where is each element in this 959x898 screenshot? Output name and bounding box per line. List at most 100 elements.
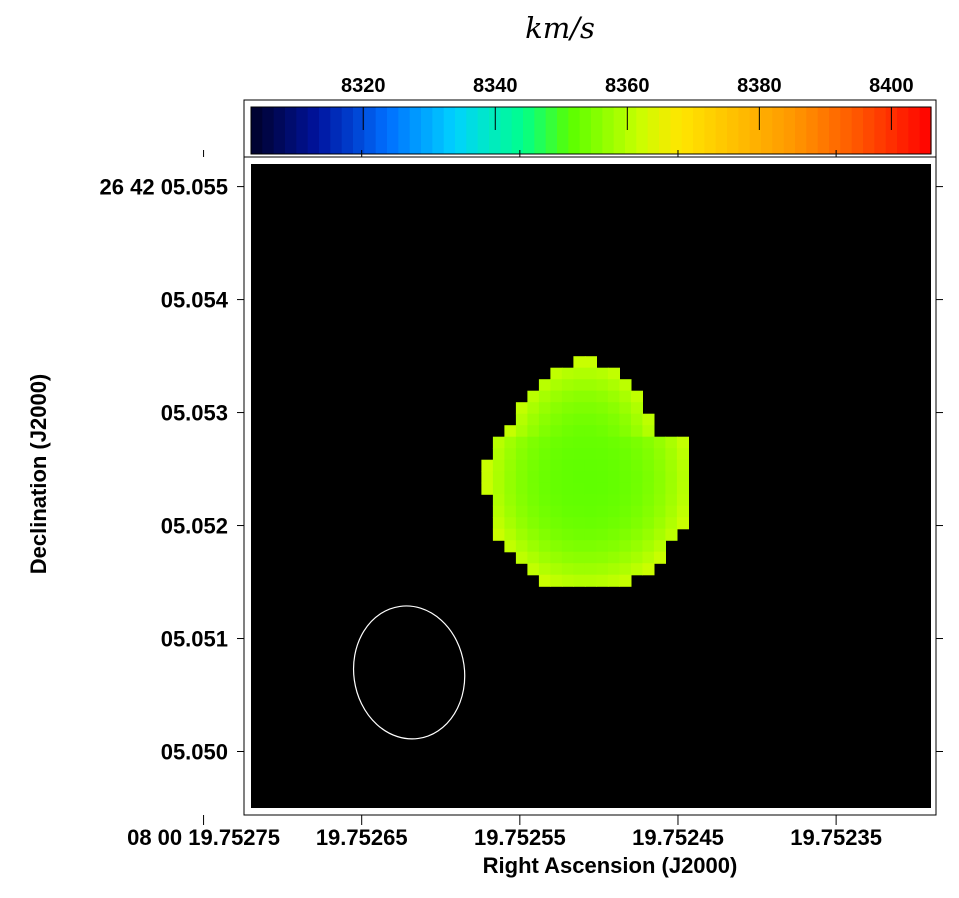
source-pixel: [619, 540, 632, 553]
source-pixel: [573, 540, 586, 553]
source-pixel: [607, 551, 620, 564]
source-pixel: [504, 528, 517, 541]
source-pixel: [665, 517, 678, 530]
source-pixel: [584, 413, 597, 426]
colorbar-swatch: [364, 107, 377, 154]
colorbar-tick-labels: 8320 8340 8360 8380 8400: [341, 75, 914, 97]
source-pixel: [561, 482, 574, 495]
source-pixel: [515, 540, 528, 553]
source-pixel: [619, 563, 632, 576]
colorbar-swatch: [795, 107, 807, 154]
source-pixel: [584, 540, 597, 553]
source-pixel: [676, 448, 689, 461]
source-pixel: [573, 390, 586, 403]
source-pixel: [515, 471, 528, 484]
colorbar-swatch: [319, 107, 331, 154]
source-pixel: [550, 471, 563, 484]
colorbar-swatch: [432, 107, 445, 154]
y-tick-label: 05.051: [161, 627, 228, 652]
source-pixel: [653, 540, 666, 553]
source-pixel: [596, 574, 609, 587]
source-pixel: [538, 494, 551, 507]
source-pixel: [619, 551, 632, 564]
source-pixel: [538, 402, 551, 415]
source-pixel: [607, 436, 620, 449]
source-pixel: [596, 494, 609, 507]
source-pixel: [492, 517, 505, 530]
source-pixel: [596, 505, 609, 518]
colorbar-swatch: [704, 107, 717, 154]
source-pixel: [642, 425, 655, 438]
source-pixel: [504, 482, 517, 495]
y-tick-label: 26 42 05.055: [100, 175, 228, 200]
source-pixel: [584, 390, 597, 403]
source-pixel: [550, 505, 563, 518]
source-pixel: [504, 471, 517, 484]
source-pixel: [515, 448, 528, 461]
source-pixel: [596, 379, 609, 392]
source-pixel: [619, 494, 632, 507]
colorbar-swatch: [251, 107, 263, 154]
colorbar-swatch: [727, 107, 739, 154]
source-pixel: [630, 494, 643, 507]
source-pixel: [642, 551, 655, 564]
source-pixel: [550, 528, 563, 541]
source-pixel: [584, 574, 597, 587]
source-pixel: [492, 436, 505, 449]
colorbar-swatch: [557, 107, 569, 154]
source-pixel: [642, 505, 655, 518]
source-pixel: [561, 459, 574, 472]
colorbar-swatch: [409, 107, 422, 154]
source-pixel: [607, 517, 620, 530]
source-pixel: [573, 528, 586, 541]
source-pixel: [676, 459, 689, 472]
colorbar-swatch: [693, 107, 705, 154]
source-pixel: [584, 494, 597, 507]
source-pixel: [584, 471, 597, 484]
colorbar-swatch: [296, 107, 309, 154]
source-pixel: [653, 551, 666, 564]
source-pixel: [515, 425, 528, 438]
source-pixel: [584, 551, 597, 564]
source-pixel: [550, 517, 563, 530]
colorbar-swatch: [568, 107, 581, 154]
colorbar-swatch: [772, 107, 785, 154]
source-pixel: [492, 505, 505, 518]
source-pixel: [550, 459, 563, 472]
colorbar-swatch: [602, 107, 615, 154]
source-pixel: [596, 390, 609, 403]
source-pixel: [527, 402, 540, 415]
colorbar-tick-label: 8320: [341, 75, 386, 97]
source-pixel: [653, 517, 666, 530]
source-pixel: [642, 459, 655, 472]
source-pixel: [515, 494, 528, 507]
source-pixel: [573, 425, 586, 438]
source-pixel: [515, 482, 528, 495]
source-pixel: [584, 563, 597, 576]
colorbar-swatch: [285, 107, 297, 154]
source-pixel: [538, 390, 551, 403]
colorbar-swatch: [341, 107, 354, 154]
source-pixel: [607, 448, 620, 461]
source-pixel: [515, 517, 528, 530]
colorbar-swatch: [477, 107, 490, 154]
source-pixel: [492, 482, 505, 495]
source-pixel: [619, 425, 632, 438]
source-pixel: [584, 379, 597, 392]
colorbar-swatch: [919, 107, 932, 154]
source-pixel: [573, 436, 586, 449]
source-pixel: [515, 551, 528, 564]
source-pixel: [538, 563, 551, 576]
source-pixel: [584, 356, 597, 369]
source-pixel: [561, 425, 574, 438]
source-pixel: [596, 436, 609, 449]
source-pixel: [527, 459, 540, 472]
source-pixel: [596, 413, 609, 426]
source-pixel: [561, 551, 574, 564]
source-pixel: [665, 505, 678, 518]
source-pixel: [607, 482, 620, 495]
source-pixel: [630, 540, 643, 553]
source-pixel: [584, 402, 597, 415]
source-pixel: [642, 436, 655, 449]
